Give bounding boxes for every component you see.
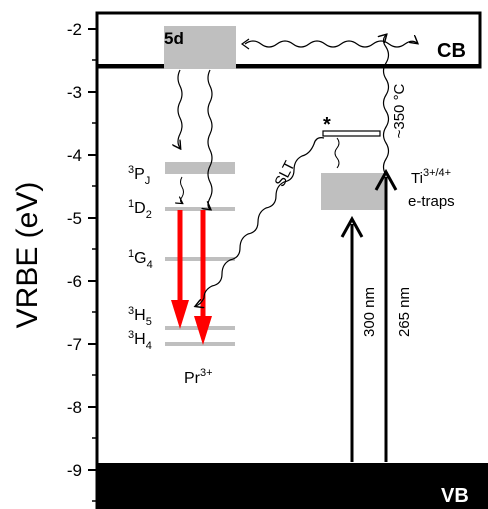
temperature-label: ~350 °C (391, 83, 408, 138)
cb-label: CB (437, 40, 466, 62)
label-3h4: 3H4 (128, 329, 152, 352)
tick-label: -9 (67, 461, 82, 480)
label-1d2: 1D2 (128, 198, 152, 221)
excitation-300nm-label: 300 nm (361, 287, 378, 337)
label-1g4: 1G4 (128, 248, 153, 271)
relaxation-arrow-3pj-to-1d2 (181, 176, 184, 203)
tick-label: -6 (67, 272, 82, 291)
excited-trap-level (322, 130, 381, 137)
ion-label: Pr3+ (184, 367, 213, 387)
ti-trap-label: e-traps (408, 193, 455, 210)
vb-label: VB (441, 485, 469, 507)
excitation-265nm-label: 265 nm (396, 287, 413, 337)
level-1d2 (165, 207, 235, 211)
slt-arrow (196, 137, 325, 306)
level-1g4 (165, 257, 235, 261)
conduction-band-box (95, 11, 482, 69)
tick-label: -3 (67, 83, 82, 102)
tick-label: -5 (67, 209, 82, 228)
ti-label: Ti3+/4+ (411, 167, 451, 187)
major-ticks (88, 28, 97, 471)
cb-transfer-arrow-left-head (240, 38, 250, 50)
tick-label: -7 (67, 335, 82, 354)
tick-label: -2 (67, 20, 82, 39)
ti-trap-box (321, 173, 387, 210)
valence-band-block (97, 463, 488, 509)
level-3pj (165, 162, 235, 174)
thermal-release-arrow (384, 35, 390, 176)
minor-ticks (92, 59, 97, 502)
star-label: * (323, 114, 331, 136)
star-to-trap-relaxation (334, 137, 340, 169)
5d-label: 5d (164, 29, 184, 48)
emission-arrows (171, 210, 212, 345)
y-axis-title: VRBE (eV) (11, 182, 44, 329)
excitation-arrows (340, 168, 398, 462)
level-3h4 (165, 342, 235, 346)
label-3h5: 3H5 (128, 305, 152, 328)
tick-label: -4 (67, 146, 82, 165)
slt-label: SLT (271, 158, 298, 189)
nonradiative-arrow-to-3pj (178, 69, 183, 148)
nonradiative-arrow-to-1d2 (208, 69, 213, 209)
tick-label: -8 (67, 398, 82, 417)
5d-level-box (164, 26, 236, 69)
cb-transfer-arrow (244, 41, 417, 48)
label-3pj: 3PJ (128, 164, 150, 187)
